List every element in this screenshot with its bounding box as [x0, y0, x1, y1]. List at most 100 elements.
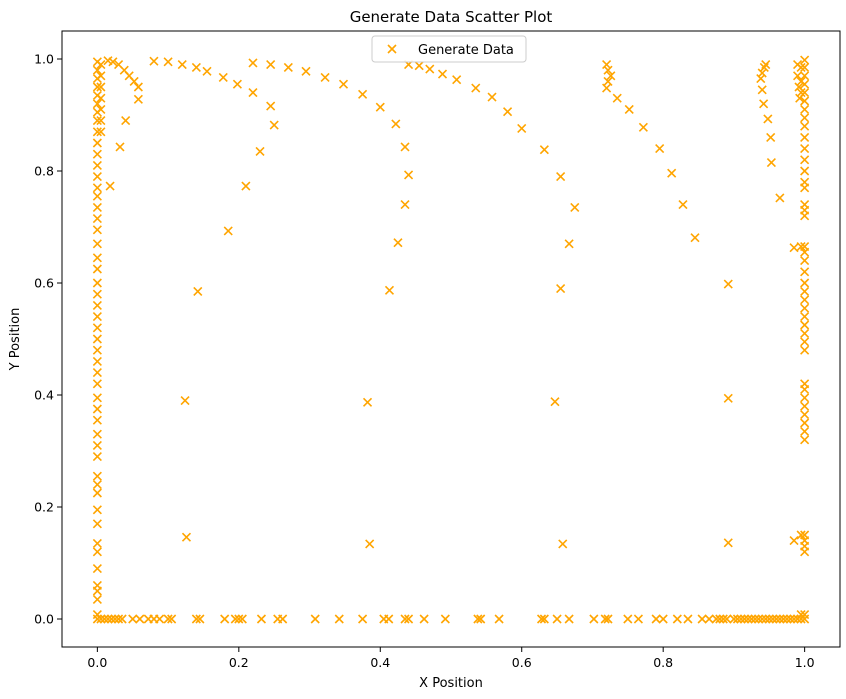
data-point [92, 264, 102, 274]
data-point [800, 121, 810, 131]
data-point [711, 614, 721, 624]
data-point [800, 401, 810, 411]
data-point [92, 538, 102, 548]
x-tick-label: 0.6 [512, 655, 532, 670]
data-point [552, 614, 562, 624]
data-point [558, 539, 568, 549]
data-point [92, 239, 102, 249]
data-point [756, 74, 766, 84]
data-point [202, 66, 212, 76]
data-point [92, 404, 102, 414]
data-point [105, 181, 115, 191]
data-point [800, 166, 810, 176]
data-point [237, 614, 247, 624]
data-point [220, 614, 230, 624]
data-point [800, 426, 810, 436]
y-axis-label: Y Position [8, 308, 23, 372]
data-point [539, 145, 549, 155]
y-axis-ticks: 0.0 0.2 0.4 0.6 0.8 1.0 [34, 52, 62, 627]
data-point [800, 328, 810, 338]
data-point [283, 62, 293, 72]
y-tick-label: 0.4 [34, 388, 54, 403]
legend-label: Generate Data [418, 43, 514, 58]
data-point [785, 614, 796, 624]
data-point [223, 226, 233, 236]
data-point [92, 289, 102, 299]
data-point [92, 586, 102, 596]
data-point [92, 191, 102, 201]
data-point [800, 312, 810, 322]
data-point [800, 345, 810, 355]
data-point [550, 397, 560, 407]
data-point [800, 267, 810, 277]
data-point [419, 614, 429, 624]
data-point [266, 101, 276, 111]
data-point [92, 505, 102, 515]
data-point [193, 286, 203, 296]
data-point [310, 614, 320, 624]
data-point [92, 202, 102, 212]
data-point [92, 225, 102, 235]
data-point [92, 323, 102, 333]
data-point [92, 160, 102, 170]
data-point [487, 92, 497, 102]
data-point [92, 214, 102, 224]
data-point [114, 60, 124, 70]
y-tick-label: 0.6 [34, 276, 54, 291]
data-point [750, 614, 760, 624]
data-point [440, 614, 450, 624]
data-point [92, 379, 102, 389]
data-point [800, 183, 810, 193]
data-point [723, 279, 733, 289]
data-point [800, 410, 810, 420]
data-point [722, 614, 732, 624]
data-point [278, 614, 288, 624]
data-point [92, 138, 102, 148]
data-point [494, 614, 504, 624]
data-point [92, 278, 102, 288]
data-point [800, 286, 810, 296]
data-point [564, 614, 574, 624]
data-point [195, 614, 205, 624]
data-point [655, 144, 665, 154]
y-tick-label: 0.0 [34, 612, 54, 627]
data-point [92, 149, 102, 159]
data-point [800, 79, 810, 89]
data-point [92, 614, 102, 624]
data-point [232, 79, 242, 89]
data-point [391, 119, 401, 129]
data-point [393, 238, 403, 248]
data-point [403, 614, 414, 624]
data-point [757, 85, 767, 95]
data-point [796, 530, 806, 540]
data-point [789, 614, 799, 624]
legend-frame [371, 35, 527, 63]
data-point [800, 71, 810, 81]
data-point [384, 285, 395, 295]
data-point [800, 256, 810, 266]
data-point [256, 614, 267, 624]
data-point [121, 116, 131, 126]
data-point [96, 82, 106, 92]
data-point [800, 418, 810, 428]
data-point [92, 471, 102, 481]
data-point [761, 60, 771, 70]
data-point [180, 396, 190, 406]
data-point [800, 62, 810, 72]
data-point [715, 614, 725, 624]
data-point [517, 123, 527, 134]
data-point [476, 614, 486, 624]
data-point [503, 107, 513, 117]
data-point [471, 83, 481, 93]
data-point [796, 88, 806, 98]
data-point [539, 614, 549, 624]
data-point [269, 120, 279, 130]
data-point [149, 56, 159, 66]
data-point [181, 532, 192, 542]
data-point [92, 519, 102, 529]
plot-area-frame [61, 30, 841, 648]
data-point [612, 93, 622, 103]
data-point [800, 247, 810, 257]
data-point [796, 62, 806, 72]
data-point [92, 334, 102, 344]
